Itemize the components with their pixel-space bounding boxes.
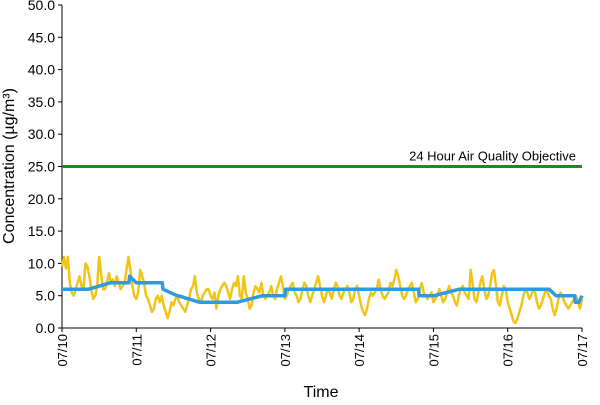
y-axis-title: Concentration (µg/m³) [1, 88, 18, 244]
y-tick-label: 45.0 [28, 29, 55, 45]
axes: 0.0 5.0 10.0 15.0 20.0 25.0 30.0 35.0 40.0 45.0 50… [28, 0, 590, 367]
x-tick-label: 07/17 [575, 334, 590, 367]
objective-label: 24 Hour Air Quality Objective [409, 149, 576, 164]
y-tick-label: 40.0 [28, 62, 55, 78]
y-tick-label: 20.0 [28, 191, 55, 207]
objective-layer: 24 Hour Air Quality Objective [62, 149, 582, 168]
y-tick-label: 25.0 [28, 159, 55, 175]
y-tick-label: 0.0 [36, 320, 56, 336]
y-tick-label: 15.0 [28, 223, 55, 239]
series-daily-line [62, 274, 584, 304]
y-tick-label: 5.0 [36, 288, 56, 304]
series-layer [60, 255, 584, 325]
x-tick-label: 07/16 [501, 334, 516, 367]
x-tick-label: 07/14 [352, 334, 367, 367]
x-tick-label: 07/10 [55, 334, 70, 367]
y-tick-label: 35.0 [28, 94, 55, 110]
x-tick-label: 07/11 [129, 334, 144, 366]
x-tick-label: 07/15 [426, 334, 441, 367]
y-tick-label: 30.0 [28, 126, 55, 142]
x-tick-label: 07/13 [278, 334, 293, 367]
y-tick-label: 50.0 [28, 0, 55, 13]
series-hourly-line [60, 255, 584, 325]
x-axis-title: Time [304, 384, 339, 400]
y-tick-label: 10.0 [28, 255, 55, 271]
x-tick-label: 07/12 [204, 334, 219, 367]
